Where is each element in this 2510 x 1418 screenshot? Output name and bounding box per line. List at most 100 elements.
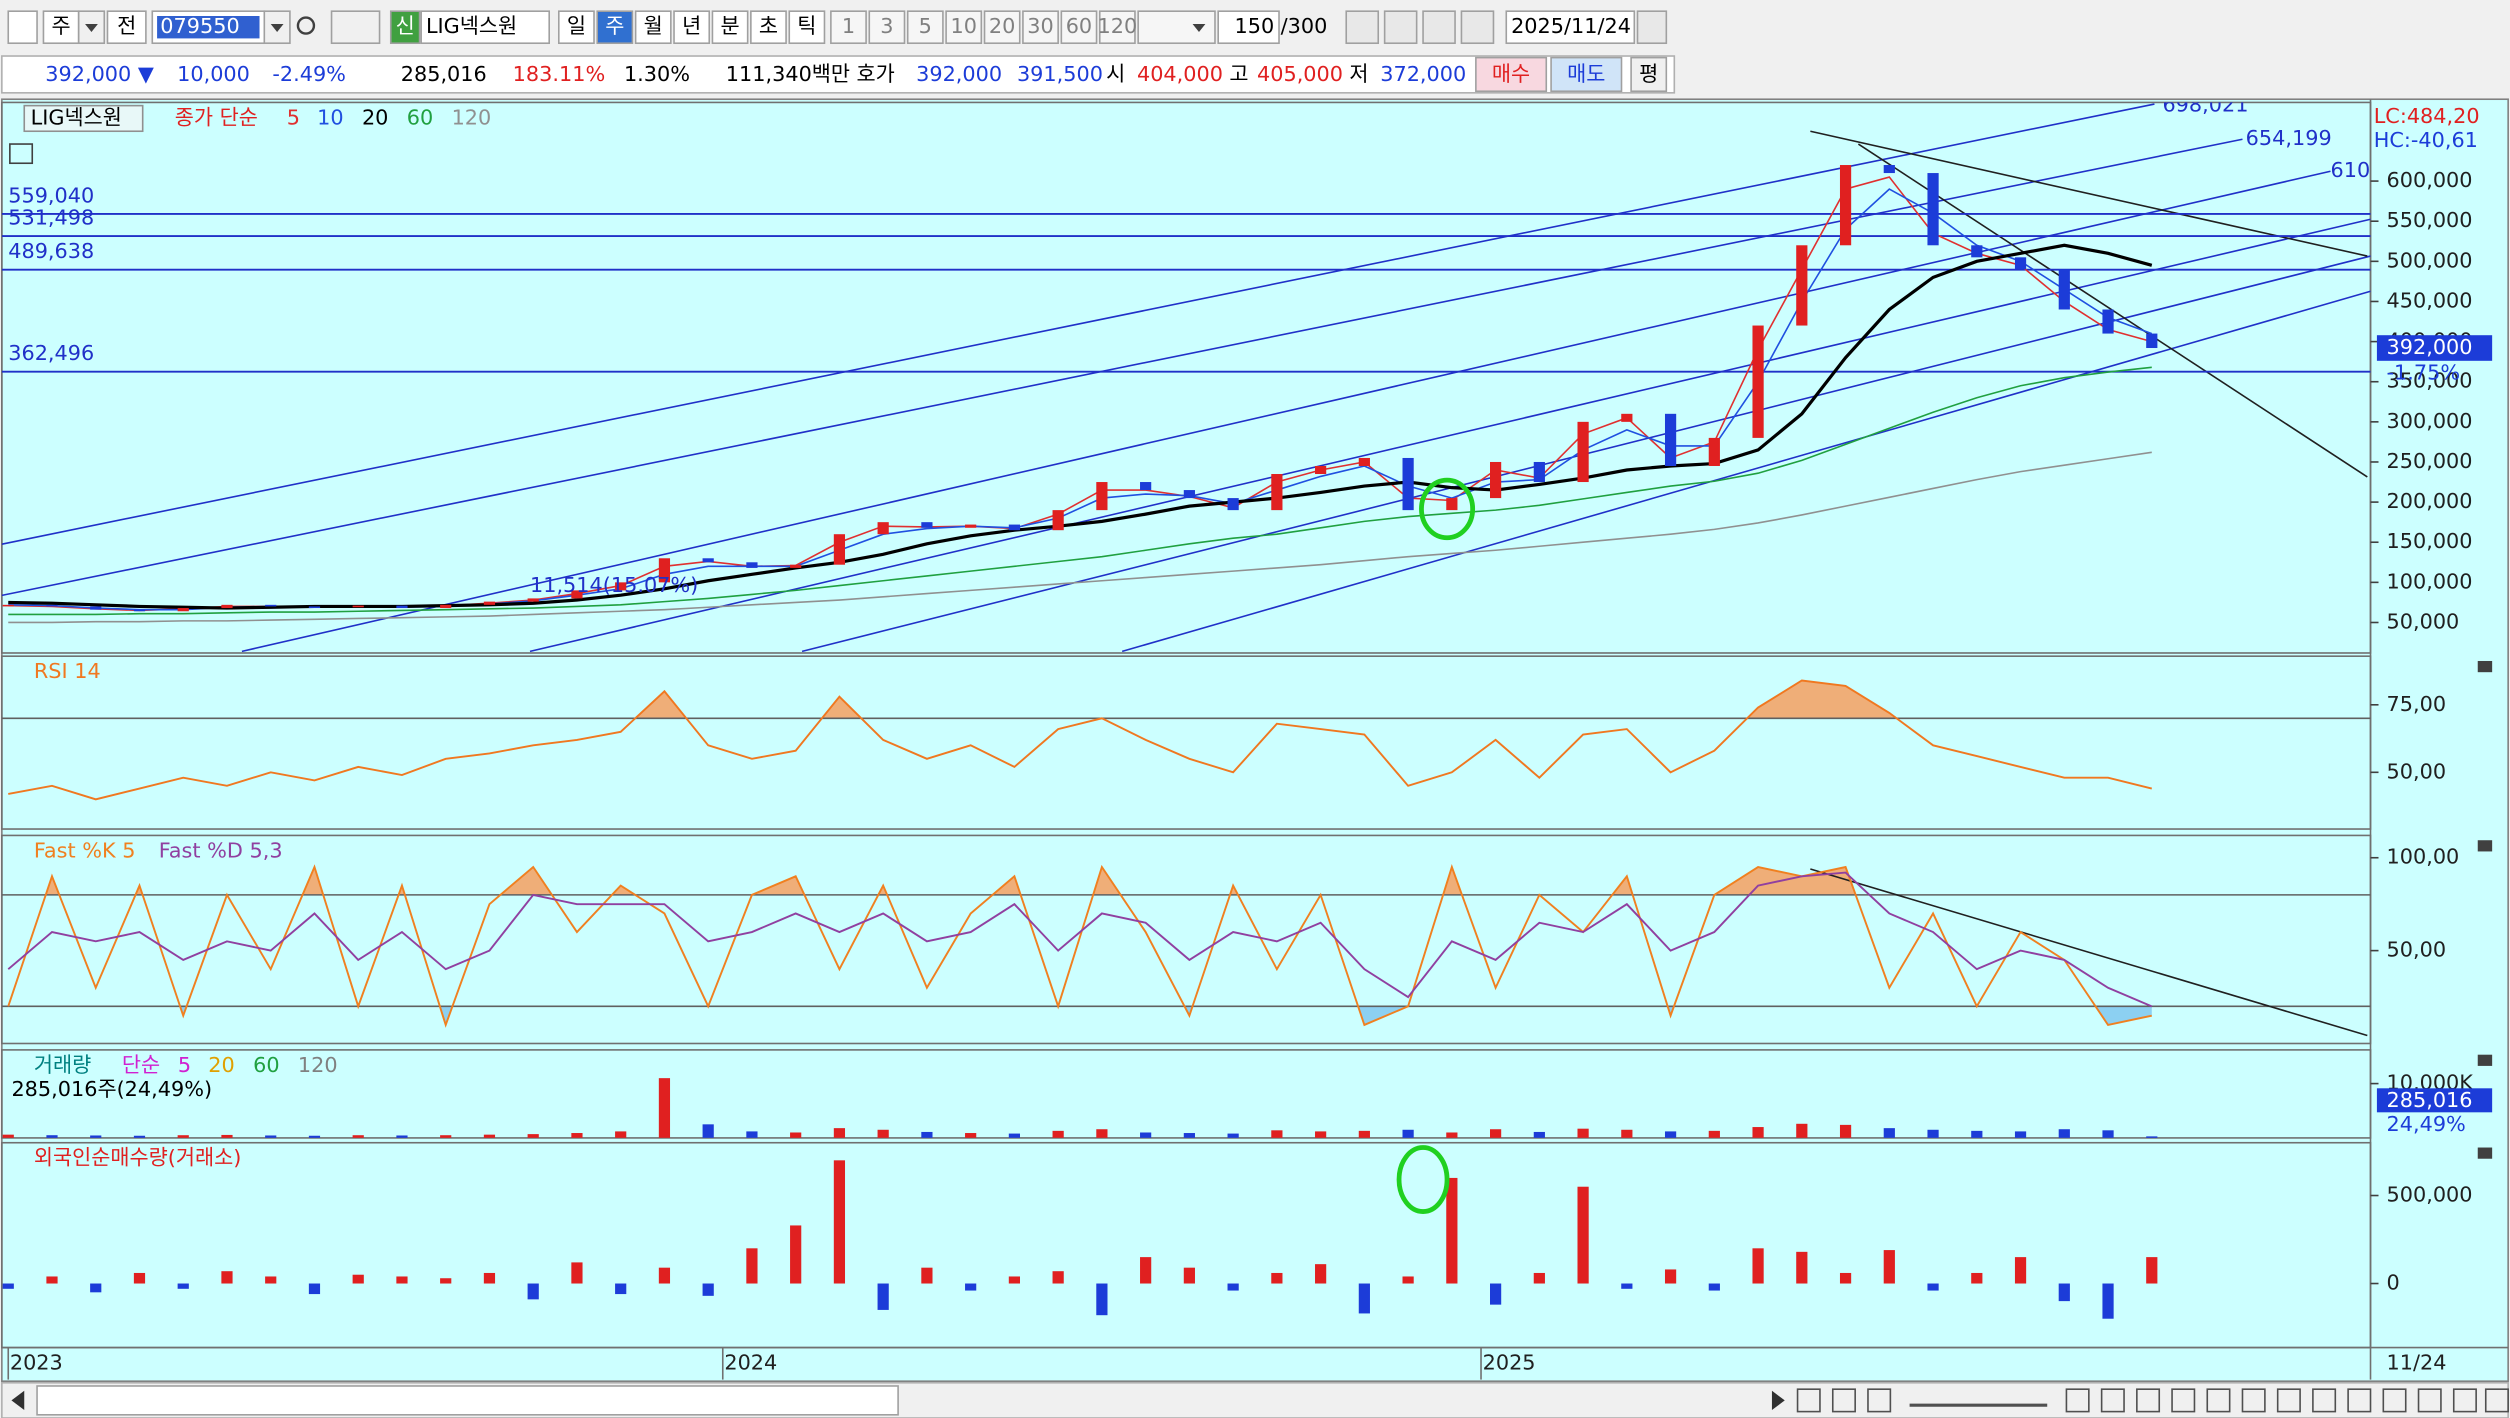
- range-box[interactable]: [106, 10, 147, 45]
- menu-icon[interactable]: [7, 10, 38, 45]
- sound-icon[interactable]: [330, 10, 381, 45]
- tool-icon[interactable]: [1422, 10, 1456, 45]
- scroll-tool-icon[interactable]: [2206, 1388, 2231, 1413]
- note: 11,514(15.07%): [530, 573, 698, 597]
- scroll-tool-icon[interactable]: [2382, 1388, 2407, 1413]
- name-box[interactable]: [420, 10, 551, 45]
- buy-button[interactable]: [1475, 56, 1548, 93]
- scroll-tool-icon[interactable]: [2065, 1388, 2090, 1413]
- period-button[interactable]: [558, 10, 595, 45]
- info-item: 10,000: [177, 62, 250, 86]
- interval-button[interactable]: [1022, 10, 1059, 45]
- info-item: 호가: [856, 62, 894, 86]
- scroll-tool-icon[interactable]: [2171, 1388, 2196, 1413]
- interval-input[interactable]: [1137, 10, 1216, 45]
- channel-line: [1, 103, 2155, 545]
- bar: [483, 1134, 496, 1138]
- interval-button[interactable]: [983, 10, 1021, 45]
- interval-button[interactable]: [1098, 10, 1136, 45]
- channel-label: 654,199: [2246, 126, 2332, 150]
- bar: [1402, 1276, 1414, 1284]
- interval-button[interactable]: [906, 10, 944, 45]
- date-input[interactable]: [1505, 10, 1636, 45]
- info-item: 평: [1639, 62, 1658, 86]
- last-volume: 285,016: [2387, 1088, 2473, 1112]
- bar: [1752, 1127, 1764, 1138]
- bar: [1358, 1130, 1370, 1138]
- info-item: 391,500: [1017, 62, 1103, 86]
- interval-button[interactable]: [945, 10, 983, 45]
- candle: [46, 604, 58, 607]
- bar: [1183, 1267, 1195, 1284]
- bar: [133, 1272, 146, 1284]
- scroll-tool-icon[interactable]: [2452, 1388, 2477, 1413]
- bar: [833, 1128, 846, 1138]
- candle: [483, 601, 496, 605]
- average-button[interactable]: [1630, 56, 1668, 93]
- candle: [1402, 457, 1414, 511]
- bar: [1883, 1250, 1895, 1284]
- period-button[interactable]: [788, 10, 826, 45]
- interval-label: 5: [919, 14, 932, 38]
- scroll-tool-icon[interactable]: [2484, 1388, 2509, 1413]
- tool-icon[interactable]: [1460, 10, 1495, 45]
- bar: [658, 1267, 671, 1284]
- scroll-tool-icon[interactable]: [2276, 1388, 2301, 1413]
- horizontal-line-label: 362,496: [8, 341, 94, 365]
- bar: [1708, 1130, 1720, 1138]
- bar: [1315, 1131, 1327, 1138]
- interval-button[interactable]: [1060, 10, 1098, 45]
- legend-entry: 20: [208, 1053, 234, 1077]
- candle: [2, 604, 14, 607]
- calendar-icon[interactable]: [1636, 10, 1668, 45]
- dropdown-arrow: [85, 24, 98, 33]
- bar: [1227, 1283, 1239, 1291]
- chart-label: LIG넥스원: [31, 105, 122, 129]
- bar: [177, 1283, 189, 1289]
- sell-button[interactable]: [1550, 56, 1623, 93]
- scroll-tool-icon[interactable]: [2136, 1388, 2161, 1413]
- dropdown-arrow: [270, 24, 284, 33]
- scroll-left[interactable]: [11, 1390, 25, 1410]
- scroll-right[interactable]: [1771, 1390, 1785, 1410]
- scroll-tool-icon[interactable]: [2417, 1388, 2442, 1413]
- count-input[interactable]: [1217, 10, 1280, 45]
- candle: [1052, 510, 1064, 531]
- scroll-tool-icon[interactable]: [2312, 1388, 2337, 1413]
- chart-type-box[interactable]: [42, 10, 80, 45]
- stock-name: LIG넥스원: [426, 14, 517, 38]
- period-button[interactable]: [596, 10, 634, 45]
- scroll-tool-icon[interactable]: [2241, 1388, 2266, 1413]
- scroll-thumb[interactable]: [36, 1385, 899, 1416]
- interval-button[interactable]: [868, 10, 906, 45]
- period-button[interactable]: [711, 10, 749, 45]
- candle: [308, 606, 321, 609]
- candle: [396, 605, 408, 609]
- scroll-tool-icon[interactable]: [1867, 1388, 1892, 1413]
- channel-line: [1121, 290, 2371, 653]
- bar: [1621, 1129, 1633, 1138]
- period-button[interactable]: [750, 10, 787, 45]
- lc-label: LC:484,20: [2374, 104, 2480, 128]
- tool-icon[interactable]: [1383, 10, 1418, 45]
- bar: [1621, 1283, 1633, 1289]
- scroll-tool-icon[interactable]: [2100, 1388, 2125, 1413]
- interval-button[interactable]: [830, 10, 867, 45]
- candle: [615, 582, 627, 591]
- scroll-tool-icon[interactable]: [1831, 1388, 1856, 1413]
- scroll-tool-icon[interactable]: [1796, 1388, 1821, 1413]
- info-item: 저: [1349, 62, 1368, 86]
- trend-line: [1810, 868, 2368, 1037]
- bar: [1971, 1130, 1983, 1138]
- period-label: 년: [682, 14, 701, 38]
- bar: [483, 1272, 496, 1284]
- scroll-tool-icon[interactable]: [2347, 1388, 2372, 1413]
- search-icon[interactable]: [296, 16, 316, 35]
- candle: [352, 605, 364, 608]
- period-button[interactable]: [634, 10, 672, 45]
- tool-icon[interactable]: [1345, 10, 1380, 45]
- candle: [2058, 269, 2070, 310]
- candle: [1096, 482, 1108, 511]
- legend-entry: Fast %D 5,3: [159, 838, 283, 862]
- period-button[interactable]: [673, 10, 711, 45]
